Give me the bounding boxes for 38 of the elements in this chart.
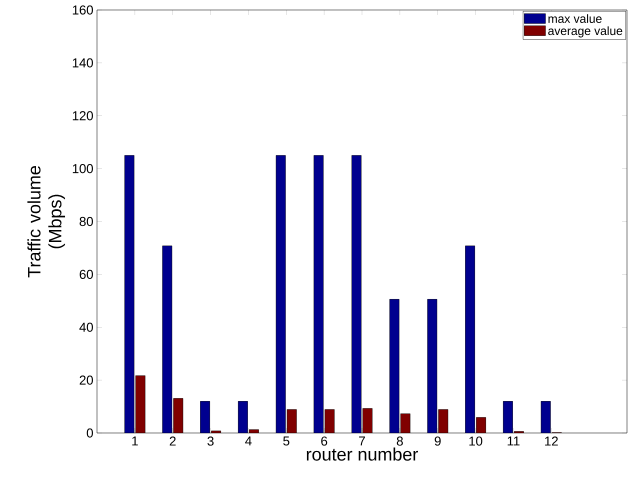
- x-tick-label: 10: [469, 436, 482, 446]
- bar: [124, 155, 134, 433]
- x-tick-label: 12: [545, 436, 558, 446]
- bar: [352, 155, 362, 433]
- bar: [465, 246, 476, 433]
- y-axis-title: Traffic volume (Mbps): [27, 166, 66, 278]
- y-tick-label: 60: [80, 270, 93, 279]
- y-tick-label: 20: [80, 376, 93, 385]
- x-tick-label: 2: [170, 436, 176, 446]
- x-axis-title: router number: [306, 448, 418, 461]
- bar: [314, 155, 324, 433]
- text: max value: [548, 14, 602, 23]
- y-tick-label: 100: [72, 164, 93, 174]
- bar: [200, 401, 210, 433]
- y-tick-label: 80: [80, 216, 93, 226]
- bar: [238, 401, 248, 433]
- x-tick-label: 3: [207, 436, 214, 446]
- legend-label: average value: [548, 26, 622, 38]
- y-tick-label: 140: [72, 58, 93, 68]
- x-tick-label: 1: [132, 436, 138, 446]
- bar: [400, 414, 410, 433]
- bar: [502, 401, 513, 433]
- x-tick-label: 5: [283, 436, 290, 446]
- bar: [389, 299, 400, 433]
- y-tick-label: 40: [79, 322, 93, 332]
- bar: [362, 408, 372, 433]
- x-tick-label: 8: [396, 436, 403, 446]
- x-tick-label: 9: [434, 436, 441, 446]
- bar: [324, 409, 335, 433]
- y-tick-label: 0: [86, 428, 93, 438]
- bar: [476, 417, 486, 433]
- y-tick-label: 120: [72, 111, 93, 120]
- x-tick-label: 7: [359, 436, 365, 446]
- x-tick-label: 6: [321, 436, 328, 446]
- bar: [135, 375, 146, 433]
- y-tick-label: 160: [72, 5, 93, 15]
- x-tick-label: 11: [508, 436, 520, 446]
- x-tick-label: 4: [245, 436, 252, 446]
